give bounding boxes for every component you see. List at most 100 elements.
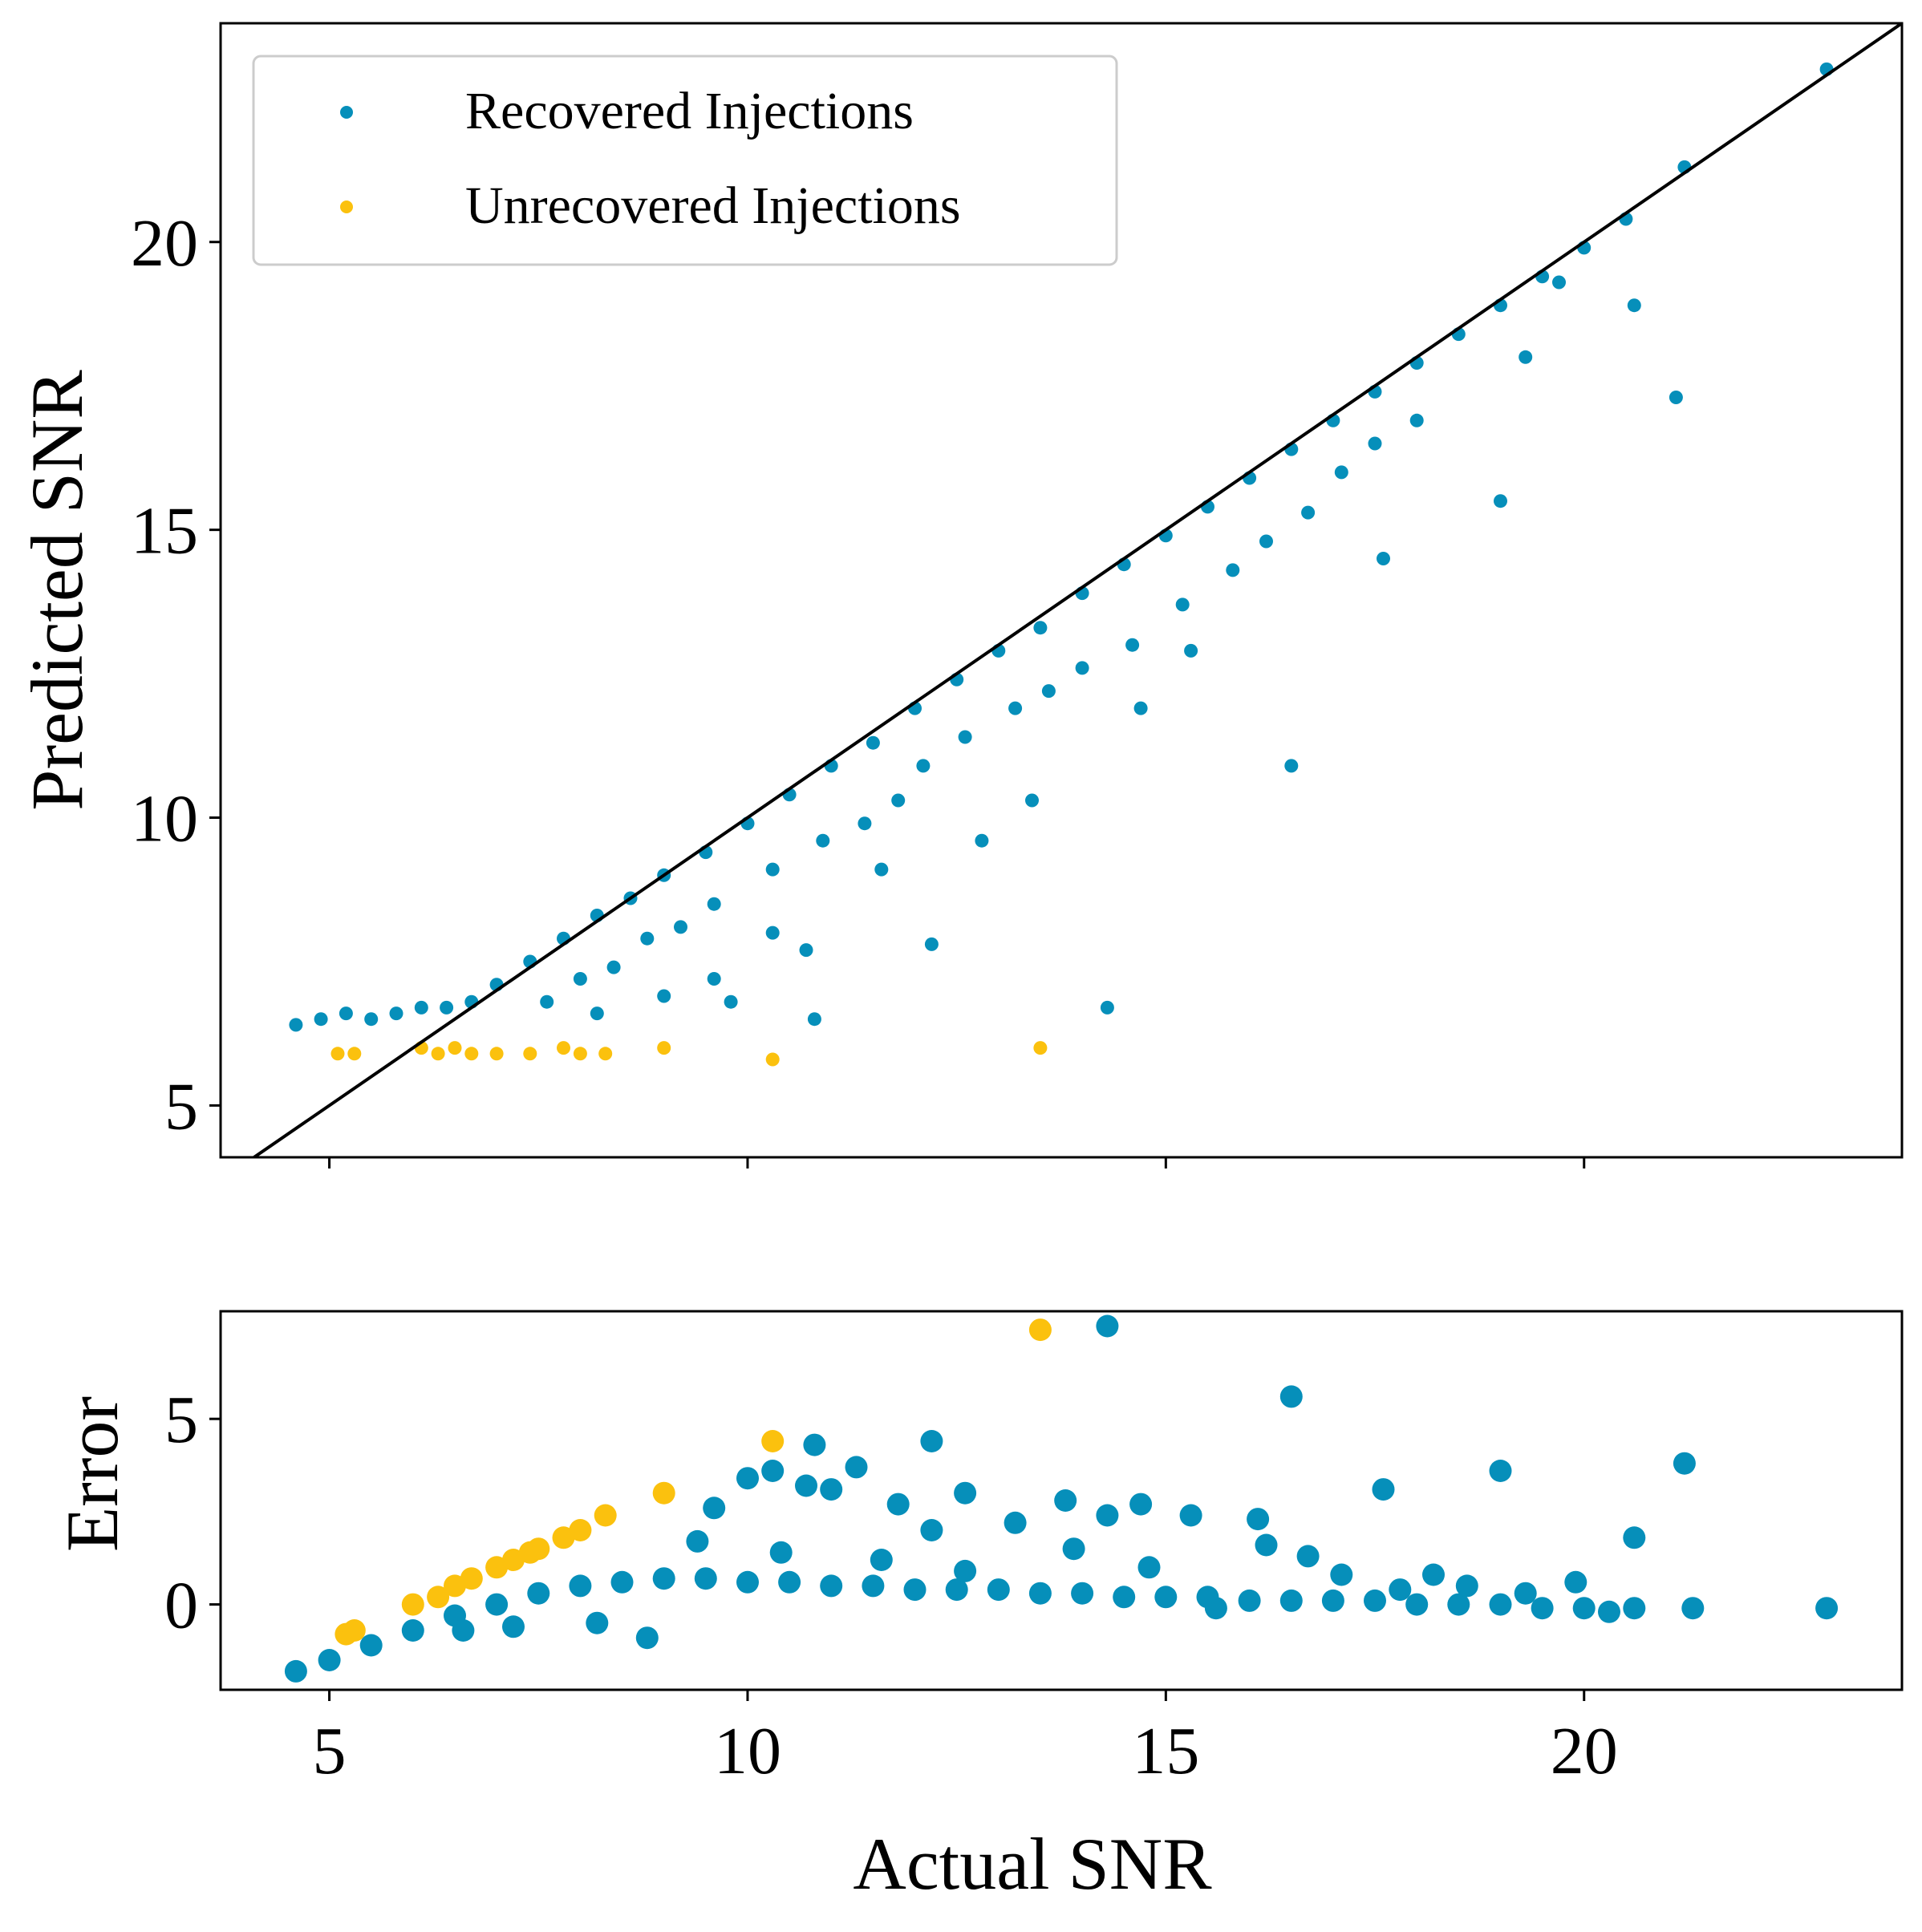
recovered-point <box>1815 1597 1839 1620</box>
recovered-point <box>1113 1586 1136 1609</box>
recovered-point <box>389 1007 403 1021</box>
recovered-point <box>1301 505 1316 520</box>
recovered-point <box>1041 684 1056 699</box>
y-tick-label: 5 <box>164 1383 198 1457</box>
recovered-point <box>1296 1545 1320 1568</box>
recovered-point <box>1279 1589 1303 1612</box>
recovered-point <box>573 972 587 986</box>
unrecovered-point <box>1028 1318 1052 1342</box>
unrecovered-point <box>485 1556 509 1579</box>
reference-line-group <box>251 23 1902 1157</box>
recovered-point <box>1447 1593 1470 1616</box>
recovered-point <box>1627 298 1641 313</box>
recovered-point <box>1284 759 1299 773</box>
recovered-point <box>1033 621 1048 635</box>
recovered-point <box>1623 1526 1646 1549</box>
recovered-point <box>954 1481 977 1505</box>
y-axis-label-top: Predicted SNR <box>16 370 98 811</box>
recovered-point <box>769 1541 793 1564</box>
recovered-point <box>807 1012 821 1027</box>
recovered-point <box>820 1574 843 1598</box>
recovered-point <box>1028 1582 1052 1605</box>
bottom-plot-frame <box>219 1310 1904 1691</box>
recovered-point <box>1247 1508 1270 1531</box>
unrecovered-point <box>569 1519 592 1541</box>
y-tick-label: 5 <box>164 1069 198 1144</box>
recovered-point <box>1623 1597 1646 1620</box>
unrecovered-point <box>523 1047 537 1061</box>
y-tick-label: 20 <box>131 206 198 281</box>
unrecovered-point <box>401 1593 424 1616</box>
recovered-point <box>703 1497 726 1520</box>
legend-box <box>252 55 1118 266</box>
top-panel: 5 10 15 20 Predicted SNR Recovered Injectio… <box>16 22 1904 1169</box>
recovered-point <box>1008 701 1023 715</box>
legend-label-unrecovered: Unrecovered Injections <box>465 176 961 235</box>
recovered-point <box>958 730 972 744</box>
unrecovered-point <box>527 1537 550 1561</box>
recovered-point <box>1154 1586 1178 1609</box>
recovered-point <box>1279 1385 1303 1408</box>
recovered-point <box>694 1567 717 1590</box>
recovered-point <box>1519 350 1533 364</box>
unrecovered-point <box>573 1047 587 1061</box>
recovered-point <box>1226 563 1240 577</box>
unrecovered-point <box>1033 1041 1048 1055</box>
recovered-point <box>1125 638 1140 652</box>
recovered-point <box>635 1626 659 1650</box>
recovered-point <box>590 1007 604 1021</box>
recovered-point <box>502 1615 525 1638</box>
recovered-point <box>761 1460 785 1482</box>
unrecovered-point <box>594 1504 617 1527</box>
recovered-point <box>1054 1489 1077 1512</box>
recovered-point <box>359 1634 383 1657</box>
recovered-point <box>686 1529 709 1553</box>
recovered-point <box>1372 1478 1395 1501</box>
recovered-point <box>1489 1593 1512 1616</box>
recovered-point <box>314 1012 328 1027</box>
recovered-point <box>1025 793 1039 808</box>
recovered-point <box>674 920 687 934</box>
recovered-point <box>401 1619 424 1642</box>
recovered-point <box>1669 391 1683 404</box>
recovered-point <box>1175 597 1190 612</box>
recovered-point <box>736 1570 759 1594</box>
recovered-point <box>540 994 554 1009</box>
recovered-point <box>1096 1504 1119 1527</box>
recovered-point <box>858 816 872 831</box>
recovered-point <box>318 1649 341 1671</box>
recovered-point <box>1096 1314 1119 1338</box>
recovered-point <box>452 1619 475 1642</box>
recovered-point <box>799 943 813 958</box>
unrecovered-point <box>652 1481 675 1505</box>
reference-line <box>251 23 1902 1157</box>
recovered-point <box>903 1578 927 1602</box>
top-plot-frame <box>219 22 1904 1159</box>
recovered-point <box>816 833 830 848</box>
recovered-point <box>1673 1452 1696 1475</box>
y-tick-label: 10 <box>131 782 198 857</box>
recovered-point <box>1564 1570 1587 1594</box>
recovered-point <box>440 1000 454 1015</box>
recovered-point <box>862 1574 885 1598</box>
recovered-point <box>916 759 931 773</box>
recovered-point <box>1389 1578 1412 1602</box>
unrecovered-point <box>448 1041 462 1055</box>
recovered-point <box>1075 661 1089 675</box>
unrecovered-point <box>347 1047 362 1061</box>
recovered-point <box>707 897 721 911</box>
top-axis-ticks: 5 10 15 20 <box>131 206 1586 1169</box>
recovered-point <box>1377 552 1390 565</box>
recovered-point <box>414 1000 428 1015</box>
recovered-point <box>866 735 880 750</box>
recovered-point <box>1598 1600 1620 1623</box>
legend-marker-recovered <box>340 106 353 119</box>
recovered-point <box>652 1567 675 1590</box>
recovered-point <box>1514 1582 1537 1605</box>
recovered-point <box>569 1574 592 1598</box>
x-tick-label: 15 <box>1132 1714 1199 1788</box>
y-axis-label-bottom: Error <box>51 1396 133 1552</box>
recovered-point <box>987 1578 1010 1602</box>
recovered-point <box>736 1467 759 1490</box>
